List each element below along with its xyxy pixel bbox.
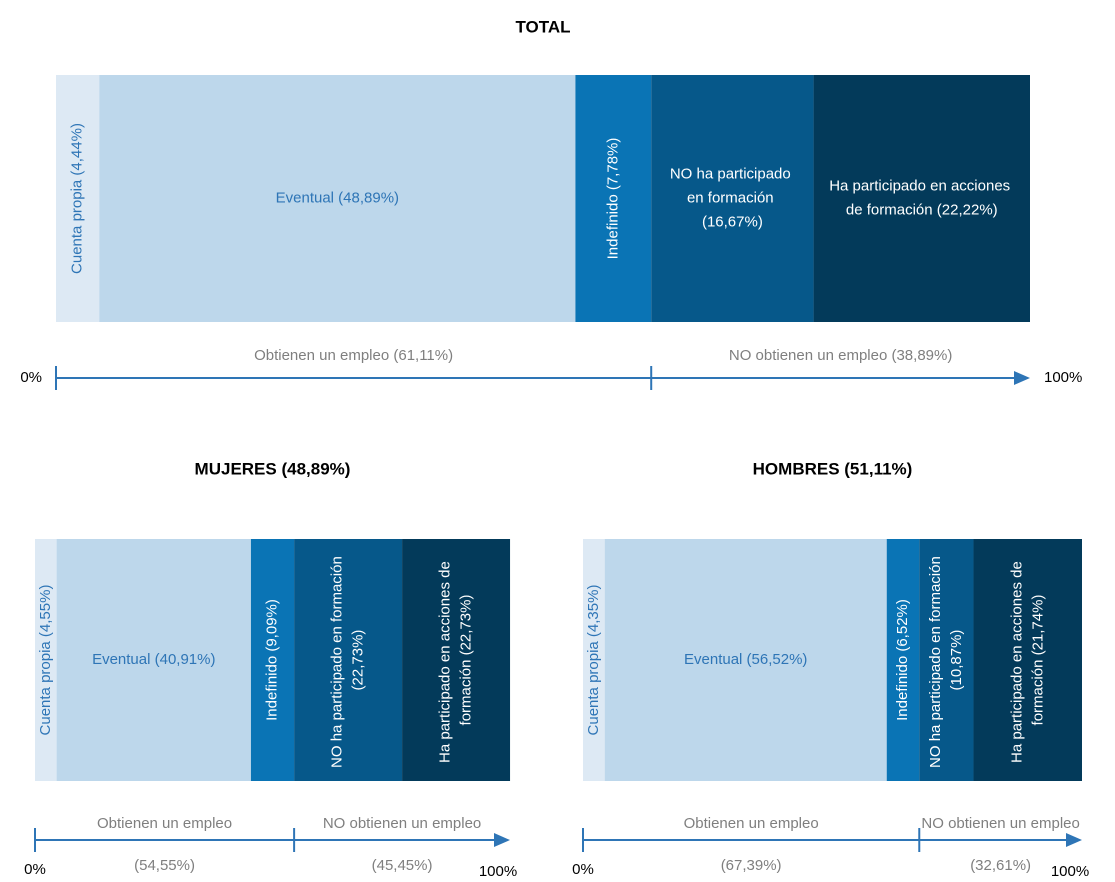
- segment: [294, 539, 403, 781]
- group-label: Obtienen un empleo: [684, 815, 819, 832]
- segment-label: Ha participado en acciones de formación …: [437, 557, 475, 763]
- segment: [99, 75, 576, 322]
- segment: [56, 75, 100, 322]
- segment: [604, 539, 887, 781]
- group-label: NO obtienen un empleo: [921, 815, 1079, 832]
- group-name: Obtienen un empleo: [254, 347, 389, 364]
- segment-label-group: Indefinido (9,09%): [263, 599, 280, 721]
- segment-label: Cuenta propia (4,35%): [585, 585, 602, 736]
- segment-label-group: Ha participado en acciones de formación …: [437, 557, 475, 763]
- segment: [973, 539, 1082, 781]
- segment-label-group: Cuenta propia (4,44%): [69, 123, 86, 274]
- segment: [250, 539, 295, 781]
- segment: [919, 539, 974, 781]
- segment-label: Ha participado en acciones de formación …: [829, 177, 1014, 218]
- segment-label-group: Cuenta propia (4,55%): [37, 585, 54, 736]
- x-tick-label: 0%: [572, 861, 594, 878]
- segment-label-group: Indefinido (7,78%): [604, 138, 621, 260]
- group-name: NO obtienen un empleo: [729, 347, 887, 364]
- chart-title: TOTAL: [515, 17, 570, 36]
- chart-title: MUJERES (48,89%): [195, 459, 351, 478]
- segment-label: Cuenta propia (4,44%): [69, 123, 86, 274]
- segment: [651, 75, 814, 322]
- segment: [813, 75, 1030, 322]
- group-value-label: (32,61%): [970, 857, 1031, 874]
- segment-label-group: Ha participado en acciones de formación …: [1008, 557, 1046, 763]
- segment-label: Ha participado en acciones de formación …: [1008, 557, 1046, 763]
- segment: [886, 539, 920, 781]
- segment: [575, 75, 652, 322]
- segment-label: Eventual (48,89%): [276, 189, 399, 206]
- group-label: Obtienen un empleo (61,11%): [254, 347, 453, 364]
- segment: [56, 539, 251, 781]
- group-value-label: (54,55%): [134, 857, 195, 874]
- segment-label: Indefinido (7,78%): [604, 138, 621, 260]
- segment-label-group: NO ha participado en formación (22,73%): [329, 552, 367, 768]
- group-value-label: (61,11%): [393, 347, 453, 364]
- group-label: NO obtienen un empleo (38,89%): [729, 347, 952, 364]
- chart-title: HOMBRES (51,11%): [753, 459, 913, 478]
- segment-label-group: NO ha participado en formación (10,87%): [927, 552, 965, 768]
- segment-label-group: Indefinido (6,52%): [894, 599, 911, 721]
- segment-label: Indefinido (9,09%): [263, 599, 280, 721]
- x-tick-label: 0%: [20, 369, 42, 386]
- group-value-label: (67,39%): [721, 857, 782, 874]
- segment-label: Cuenta propia (4,55%): [37, 585, 54, 736]
- segment-label: Indefinido (6,52%): [894, 599, 911, 721]
- x-tick-label: 100%: [479, 863, 517, 880]
- segment: [583, 539, 605, 781]
- group-label: NO obtienen un empleo: [323, 815, 481, 832]
- axis-arrow: [1014, 371, 1030, 385]
- segment-label: NO ha participado en formación (10,87%): [927, 552, 965, 768]
- axis-arrow: [1066, 833, 1082, 847]
- group-value-label: (38,89%): [891, 347, 952, 364]
- segment: [35, 539, 57, 781]
- segment-label: NO ha participado en formación (22,73%): [329, 552, 367, 768]
- segment-label: NO ha participado en formación (16,67%): [670, 165, 795, 230]
- axis-arrow: [494, 833, 510, 847]
- segment-label: Eventual (40,91%): [92, 651, 215, 668]
- group-label: Obtienen un empleo: [97, 815, 232, 832]
- x-tick-label: 100%: [1044, 369, 1082, 386]
- segment: [402, 539, 511, 781]
- x-tick-label: 100%: [1051, 863, 1089, 880]
- group-value-label: (45,45%): [372, 857, 433, 874]
- x-tick-label: 0%: [24, 861, 46, 878]
- segment-label-group: Cuenta propia (4,35%): [585, 585, 602, 736]
- segment-label: Eventual (56,52%): [684, 651, 807, 668]
